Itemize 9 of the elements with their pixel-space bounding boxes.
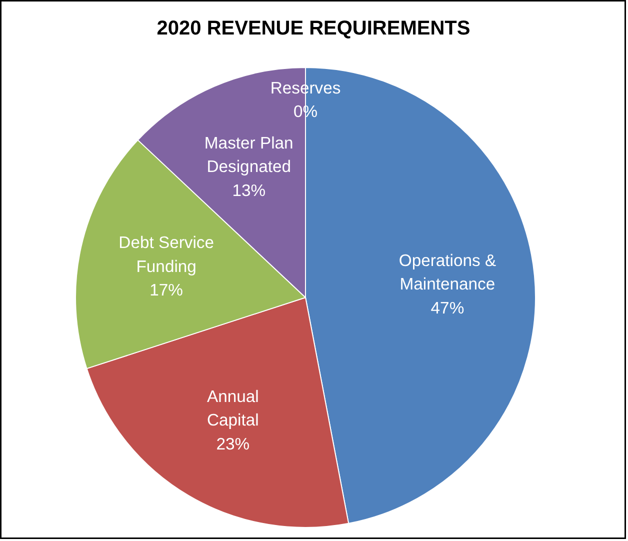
slice-label: Master Plan Designated (204, 133, 294, 176)
slice-label: Debt Service Funding (118, 233, 214, 276)
data-label: 13% (232, 180, 266, 200)
slice-label: Annual Capital (206, 386, 259, 430)
data-label: 23% (216, 434, 250, 454)
slice-label: Operations & Maintenance (398, 250, 496, 294)
chart-title: 2020 REVENUE REQUIREMENTS (156, 18, 470, 40)
data-label: 47% (430, 298, 464, 318)
data-label: 17% (150, 280, 184, 300)
